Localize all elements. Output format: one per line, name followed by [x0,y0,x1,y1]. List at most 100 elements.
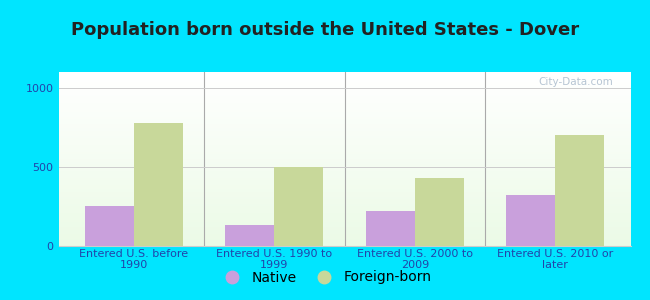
Bar [58,129,630,131]
Bar [58,105,630,107]
Bar [58,178,630,180]
Bar [58,148,630,150]
Bar [58,103,630,105]
Bar [58,150,630,152]
Bar [58,183,630,185]
Bar [58,196,630,197]
Bar [58,204,630,206]
Bar [58,82,630,84]
Bar [415,178,464,246]
Bar [58,244,630,246]
Bar [58,164,630,166]
Bar [58,176,630,178]
Bar [58,218,630,220]
Bar [58,86,630,88]
Bar [58,76,630,77]
Bar [58,102,630,103]
Bar [58,185,630,187]
Bar [58,225,630,227]
Bar [58,169,630,171]
Bar [58,180,630,182]
Bar [58,232,630,234]
Bar [58,166,630,168]
Bar [58,96,630,98]
Bar [58,171,630,173]
Bar [58,79,630,81]
Bar [58,91,630,93]
Bar [58,157,630,159]
Bar [58,237,630,239]
Text: City-Data.com: City-Data.com [539,77,614,87]
Bar [58,155,630,157]
Bar [58,168,630,169]
Bar [58,128,630,129]
Bar [58,138,630,140]
Bar [58,72,630,74]
Bar [58,133,630,135]
Bar [58,209,630,211]
Bar [58,124,630,126]
Bar [58,154,630,155]
Bar [225,225,274,246]
Bar [58,122,630,124]
Bar [58,202,630,204]
Bar [58,242,630,244]
Bar [58,143,630,145]
Bar [58,241,630,242]
Bar [58,215,630,216]
Bar [58,197,630,199]
Bar [58,119,630,121]
Bar [58,229,630,230]
Bar [58,145,630,147]
Bar [58,224,630,225]
Bar [58,213,630,215]
Bar [58,199,630,201]
Bar [58,88,630,89]
Bar [58,109,630,110]
Bar [58,220,630,222]
Legend: Native, Foreign-born: Native, Foreign-born [213,265,437,290]
Bar [58,100,630,102]
Bar [58,112,630,114]
Bar [58,201,630,203]
Bar [58,93,630,94]
Bar [58,206,630,208]
Bar [58,77,630,79]
Bar [365,211,415,246]
Bar [58,239,630,241]
Bar [58,147,630,148]
Bar [58,234,630,236]
Bar [58,192,630,194]
Bar [84,206,134,246]
Bar [506,195,555,246]
Bar [58,114,630,116]
Bar [58,175,630,176]
Bar [58,116,630,117]
Bar [58,152,630,154]
Text: Population born outside the United States - Dover: Population born outside the United State… [71,21,579,39]
Bar [58,222,630,224]
Bar [58,230,630,232]
Bar [134,123,183,246]
Bar [58,190,630,192]
Bar [58,216,630,218]
Bar [58,208,630,209]
Bar [58,117,630,119]
Bar [58,84,630,86]
Bar [58,126,630,128]
Bar [58,236,630,237]
Bar [58,142,630,143]
Bar [58,94,630,96]
Bar [58,194,630,196]
Bar [555,135,605,246]
Bar [58,187,630,189]
Bar [58,89,630,91]
Bar [58,81,630,82]
Bar [58,189,630,190]
Bar [58,182,630,183]
Bar [58,135,630,137]
Bar [58,107,630,109]
Bar [274,167,324,246]
Bar [58,98,630,100]
Bar [58,121,630,122]
